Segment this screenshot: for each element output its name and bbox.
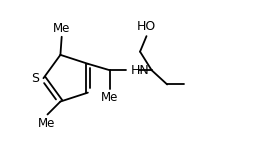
Text: HN: HN	[131, 64, 150, 77]
Text: Me: Me	[53, 22, 70, 35]
Text: S: S	[31, 72, 39, 85]
Text: HO: HO	[137, 20, 156, 33]
Text: Me: Me	[37, 117, 55, 130]
Text: Me: Me	[101, 91, 119, 104]
